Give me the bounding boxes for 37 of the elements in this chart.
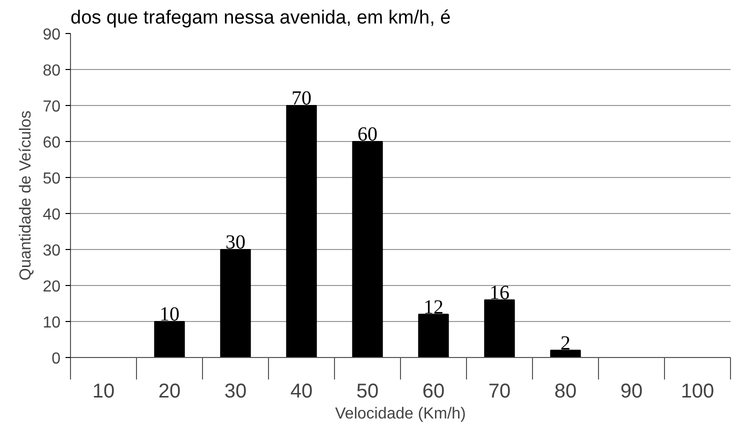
data-label: 30 [226, 232, 246, 254]
x-tick-label: 60 [422, 380, 445, 402]
y-tick-label: 60 [42, 134, 61, 152]
data-label: 12 [424, 296, 444, 318]
data-label: 16 [490, 282, 510, 304]
y-tick-label: 20 [42, 278, 61, 296]
y-tick-label: 0 [52, 350, 61, 368]
bar [220, 249, 251, 358]
y-axis-title: Quantidade de Veículos [18, 110, 35, 280]
x-tick-label: 30 [224, 380, 247, 402]
x-tick-label: 10 [92, 380, 115, 402]
bar [286, 105, 317, 358]
x-tick-label: 40 [290, 380, 313, 402]
y-tick-label: 70 [42, 98, 61, 116]
bar [550, 350, 581, 358]
bar [418, 314, 449, 358]
y-tick-label: 90 [42, 26, 61, 44]
x-tick-label: 50 [356, 380, 379, 402]
x-axis-title: Velocidade (Km/h) [335, 406, 466, 422]
data-label: 60 [358, 124, 378, 146]
bar [352, 141, 383, 358]
data-label: 10 [160, 304, 180, 326]
y-tick-label: 10 [42, 314, 61, 332]
data-label: 2 [560, 332, 570, 354]
x-tick-label: 70 [488, 380, 511, 402]
y-tick-label: 50 [42, 170, 61, 188]
x-tick-label: 80 [554, 380, 577, 402]
text: dos que trafegam nessa avenida, em km/h, é [70, 8, 451, 28]
y-tick-label: 30 [42, 242, 61, 260]
y-tick-label: 40 [42, 206, 61, 224]
y-tick-label: 80 [42, 62, 61, 80]
x-tick-label: 20 [158, 380, 181, 402]
bar [484, 299, 515, 358]
x-tick-label: 100 [680, 380, 714, 402]
bar [154, 321, 185, 358]
x-tick-label: 90 [620, 380, 643, 402]
data-label: 70 [292, 88, 312, 110]
